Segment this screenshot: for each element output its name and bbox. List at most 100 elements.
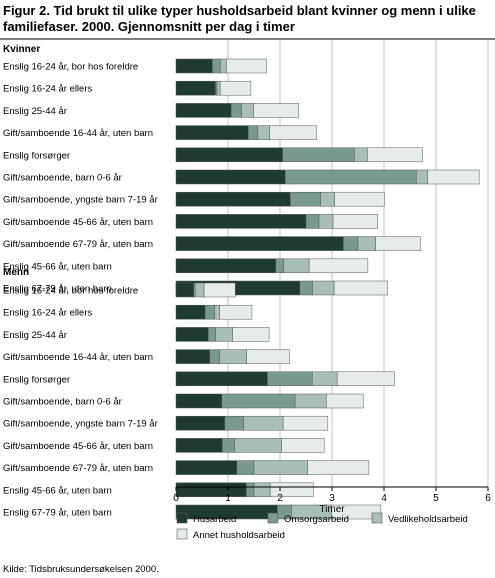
- x-axis-title: Timer: [319, 504, 345, 515]
- bar-menn-4-husarbeid: [175, 349, 211, 364]
- bar-menn-5-husarbeid: [175, 371, 268, 387]
- bar-menn-7-omsorgsarbeid: [224, 415, 244, 431]
- legend-swatch-omsorgsarbeid: [267, 512, 279, 524]
- chart-title-line-1: Figur 2. Tid brukt til ulike typer husho…: [3, 3, 476, 18]
- bar-kvinner-8-husarbeid: [175, 214, 307, 229]
- bar-menn-7-husarbeid: [175, 415, 226, 431]
- bar-menn-6-husarbeid: [175, 393, 223, 409]
- category-label-kvinner-2: Enslig 16-24 år ellers: [3, 84, 92, 95]
- category-label-menn-1: Enslig 16-24 år, bor hos foreldre: [3, 286, 138, 297]
- category-label-kvinner-4: Gift/samboende 16-44 år, uten barn: [3, 128, 153, 139]
- bar-kvinner-4-omsorgsarbeid: [248, 125, 258, 140]
- bar-menn-6-annet-husholdsarbeid: [326, 393, 364, 409]
- bar-kvinner-8-vedlikeholdsarbeid: [318, 214, 334, 229]
- legend-swatch-husarbeid: [176, 512, 188, 524]
- bar-kvinner-5-husarbeid: [175, 147, 283, 163]
- category-label-menn-3: Enslig 25-44 år: [3, 330, 67, 341]
- bar-menn-4-annet-husholdsarbeid: [246, 349, 290, 364]
- category-label-kvinner-8: Gift/samboende 45-66 år, uten barn: [3, 217, 153, 228]
- x-tick-label-1: 1: [225, 493, 231, 504]
- bar-menn-2-vedlikeholdsarbeid: [214, 304, 220, 320]
- bar-kvinner-3-annet-husholdsarbeid: [253, 103, 299, 118]
- category-label-menn-4: Gift/samboende 16-44 år, uten barn: [3, 352, 153, 363]
- bar-kvinner-6-omsorgsarbeid: [284, 169, 417, 185]
- group-label-kvinner: Kvinner: [3, 44, 40, 55]
- group-label-menn: Menn: [3, 267, 29, 278]
- bar-menn-4-omsorgsarbeid: [209, 349, 220, 364]
- bar-menn-3-omsorgsarbeid: [207, 327, 216, 342]
- bar-kvinner-6-annet-husholdsarbeid: [427, 169, 480, 185]
- category-label-kvinner-6: Gift/samboende, barn 0-6 år: [3, 173, 122, 184]
- bar-menn-5-annet-husholdsarbeid: [336, 371, 395, 387]
- bar-menn-9-vedlikeholdsarbeid: [253, 460, 308, 475]
- bar-kvinner-10-omsorgsarbeid: [275, 258, 284, 274]
- category-label-menn-2: Enslig 16-24 år ellers: [3, 308, 92, 319]
- bar-kvinner-7-husarbeid: [175, 191, 291, 207]
- category-label-menn-11: Enslig 67-79 år, uten barn: [3, 508, 112, 519]
- bar-kvinner-10-vedlikeholdsarbeid: [283, 258, 310, 274]
- bar-menn-9-omsorgsarbeid: [236, 460, 255, 475]
- legend-label-omsorgsarbeid: Omsorgsarbeid: [284, 514, 349, 525]
- bar-kvinner-4-vedlikeholdsarbeid: [257, 125, 270, 140]
- bar-kvinner-2-annet-husholdsarbeid: [219, 80, 252, 96]
- bar-menn-3-husarbeid: [175, 327, 209, 342]
- bar-menn-10-vedlikeholdsarbeid: [253, 482, 271, 498]
- bar-menn-4-vedlikeholdsarbeid: [219, 349, 247, 364]
- x-tick-label-4: 4: [381, 493, 387, 504]
- legend-label-vedlikeholdsarbeid: Vedlikeholdsarbeid: [388, 514, 468, 525]
- bar-menn-6-omsorgsarbeid: [221, 393, 296, 409]
- legend-swatch-annet-husholdsarbeid: [176, 528, 188, 540]
- bar-menn-3-annet-husholdsarbeid: [232, 327, 270, 342]
- bar-menn-8-annet-husholdsarbeid: [281, 438, 325, 453]
- category-label-kvinner-10: Enslig 45-66 år, uten barn: [3, 261, 112, 272]
- bar-kvinner-9-husarbeid: [175, 236, 344, 251]
- bar-kvinner-7-vedlikeholdsarbeid: [320, 191, 335, 207]
- x-tick-label-2: 2: [277, 493, 283, 504]
- bar-kvinner-5-omsorgsarbeid: [282, 147, 355, 163]
- bar-menn-6-vedlikeholdsarbeid: [294, 393, 327, 409]
- bar-menn-5-omsorgsarbeid: [267, 371, 313, 387]
- bar-kvinner-11-vedlikeholdsarbeid: [312, 280, 335, 296]
- category-label-menn-6: Gift/samboende, barn 0-6 år: [3, 397, 122, 408]
- bar-kvinner-3-omsorgsarbeid: [230, 103, 242, 118]
- bar-menn-2-annet-husholdsarbeid: [219, 304, 253, 320]
- bar-kvinner-11-omsorgsarbeid: [299, 280, 314, 296]
- bar-kvinner-5-vedlikeholdsarbeid: [354, 147, 368, 163]
- category-label-kvinner-9: Gift/samboende 67-79 år, uten barn: [3, 239, 153, 250]
- chart-title-line-2: familiefaser. 2000. Gjennomsnitt per dag…: [3, 19, 295, 34]
- bar-kvinner-1-annet-husholdsarbeid: [226, 58, 267, 74]
- x-tick-label-5: 5: [433, 493, 439, 504]
- bar-kvinner-9-vedlikeholdsarbeid: [357, 236, 376, 251]
- bar-kvinner-10-husarbeid: [175, 258, 277, 274]
- bar-kvinner-9-omsorgsarbeid: [343, 236, 359, 251]
- x-tick-label-0: 0: [173, 493, 179, 504]
- source-note: Kilde: Tidsbruksundersøkelsen 2000.: [3, 564, 159, 575]
- category-label-menn-10: Enslig 45-66 år, uten barn: [3, 485, 112, 496]
- bar-menn-8-vedlikeholdsarbeid: [234, 438, 282, 453]
- bar-kvinner-10-annet-husholdsarbeid: [308, 258, 369, 274]
- category-label-kvinner-1: Enslig 16-24 år, bor hos foreldre: [3, 62, 138, 73]
- bar-kvinner-3-vedlikeholdsarbeid: [241, 103, 254, 118]
- bar-kvinner-1-vedlikeholdsarbeid: [219, 58, 227, 74]
- bar-kvinner-7-omsorgsarbeid: [290, 191, 321, 207]
- bar-menn-10-omsorgsarbeid: [245, 482, 255, 498]
- x-tick-label-6: 6: [485, 493, 491, 504]
- bar-kvinner-4-husarbeid: [175, 125, 249, 140]
- category-label-kvinner-3: Enslig 25-44 år: [3, 106, 67, 117]
- bar-kvinner-11-annet-husholdsarbeid: [333, 280, 388, 296]
- legend-label-annet-husholdsarbeid: Annet husholdsarbeid: [193, 530, 285, 541]
- bar-kvinner-5-annet-husholdsarbeid: [367, 147, 423, 163]
- legend-swatch-vedlikeholdsarbeid: [371, 512, 383, 524]
- bar-menn-1-vedlikeholdsarbeid: [194, 282, 205, 298]
- category-label-kvinner-11: Enslig 67-79 år, uten barn: [3, 284, 112, 295]
- bar-kvinner-2-vedlikeholdsarbeid: [216, 80, 221, 96]
- bar-kvinner-8-omsorgsarbeid: [305, 214, 320, 229]
- bar-kvinner-1-omsorgsarbeid: [212, 58, 221, 74]
- bar-menn-8-omsorgsarbeid: [222, 438, 236, 453]
- bar-menn-7-vedlikeholdsarbeid: [243, 415, 284, 431]
- category-label-menn-9: Gift/samboende 67-79 år, uten barn: [3, 463, 153, 474]
- bar-menn-9-annet-husholdsarbeid: [307, 460, 370, 475]
- bar-kvinner-7-annet-husholdsarbeid: [334, 191, 385, 207]
- bar-kvinner-6-vedlikeholdsarbeid: [415, 169, 428, 185]
